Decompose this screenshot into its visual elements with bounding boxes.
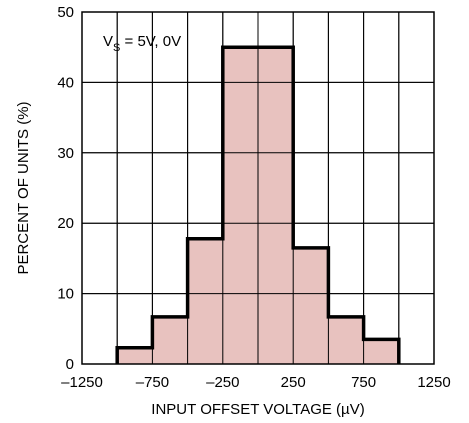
histogram-bar	[152, 316, 188, 364]
histogram-bar	[363, 339, 399, 364]
y-tick-label: 40	[57, 74, 74, 91]
y-tick-label: 50	[57, 4, 74, 21]
histogram-bar	[117, 347, 153, 364]
annotation-supply-voltage: VS = 5V, 0V	[103, 33, 181, 54]
histogram-bar	[258, 47, 294, 364]
x-tick-label: –1250	[61, 374, 103, 391]
tick-labels: –1250 –750 –250 250 750 1250 0 10 20 30 40 50	[57, 4, 450, 391]
plot-frame	[81, 11, 435, 365]
x-tick-label: –750	[136, 374, 169, 391]
bars	[82, 12, 434, 364]
x-tick-label: 1250	[417, 374, 450, 391]
x-axis-title: INPUT OFFSET VOLTAGE (µV)	[151, 401, 364, 418]
annotation-subscript: S	[113, 42, 120, 54]
histogram-bar	[187, 238, 223, 364]
annotation-main: V	[103, 33, 113, 50]
y-axis-title: PERCENT OF UNITS (%)	[15, 101, 32, 274]
histogram-bar	[293, 247, 329, 364]
annotation-rest: = 5V, 0V	[120, 33, 181, 50]
histogram-outline	[115, 45, 401, 364]
x-tick-label: –250	[206, 374, 239, 391]
y-tick-label: 20	[57, 215, 74, 232]
x-tick-label: 750	[351, 374, 376, 391]
y-tick-label: 10	[57, 286, 74, 303]
y-tick-label: 30	[57, 145, 74, 162]
histogram-bar	[222, 47, 258, 364]
x-tick-label: 250	[281, 374, 306, 391]
histogram-bar	[328, 316, 364, 364]
y-tick-label: 0	[66, 356, 74, 373]
